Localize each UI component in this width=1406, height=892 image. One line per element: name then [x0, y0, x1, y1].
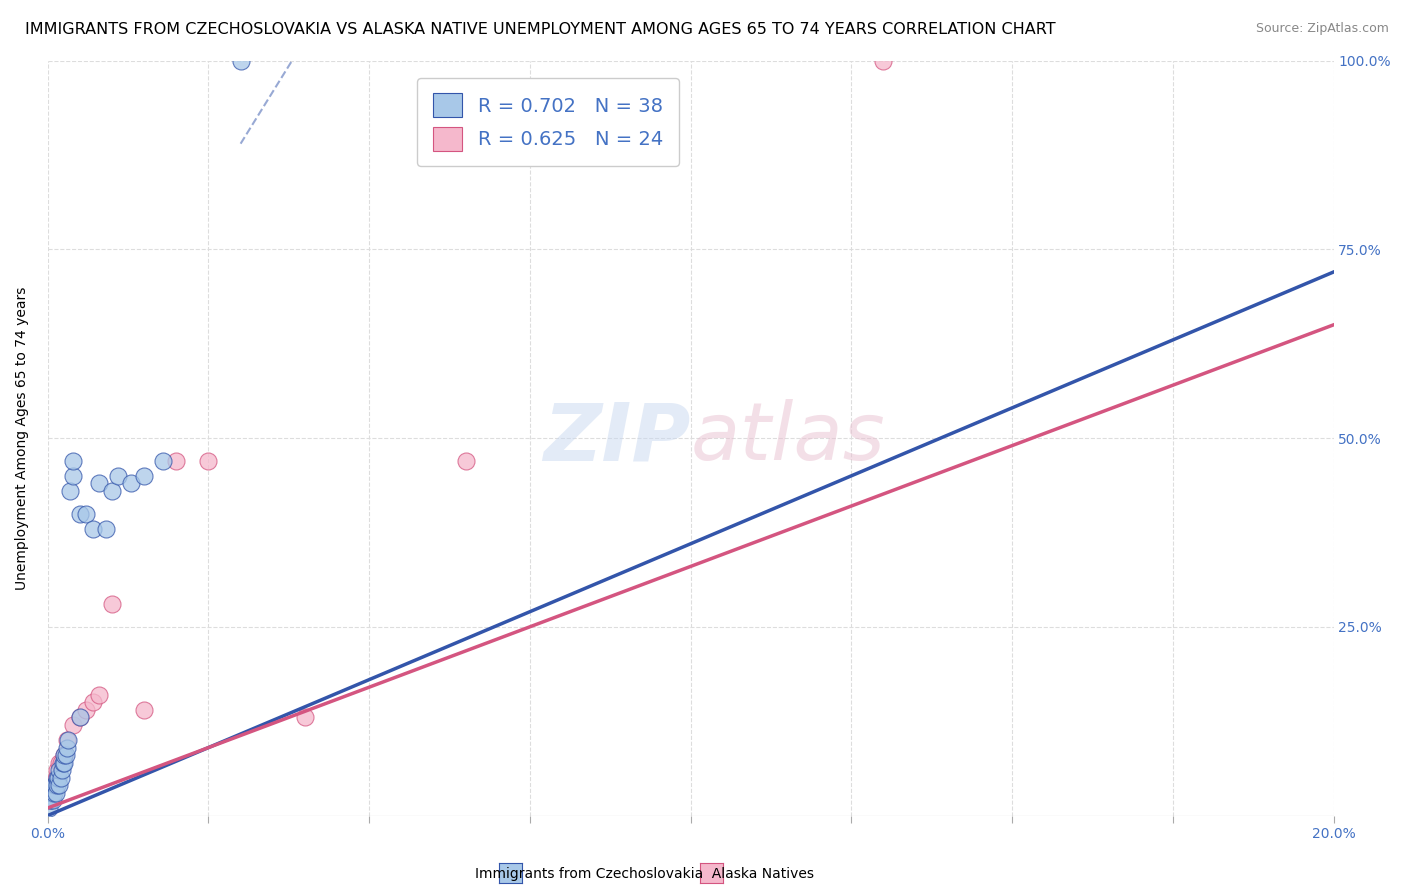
Point	[39, 793, 62, 807]
Point	[62, 454, 84, 468]
Point	[165, 454, 187, 468]
Point	[101, 483, 124, 498]
Point	[75, 703, 97, 717]
Point	[52, 756, 75, 770]
Point	[42, 778, 65, 792]
Point	[69, 710, 91, 724]
Text: Alaska Natives: Alaska Natives	[703, 867, 814, 881]
Point	[39, 793, 62, 807]
Point	[69, 710, 91, 724]
Point	[55, 748, 77, 763]
Point	[39, 793, 62, 807]
Point	[62, 468, 84, 483]
Point	[134, 468, 156, 483]
Point	[69, 507, 91, 521]
Point	[39, 786, 62, 800]
Point	[454, 454, 477, 468]
Legend: R = 0.702   N = 38, R = 0.625   N = 24: R = 0.702 N = 38, R = 0.625 N = 24	[418, 78, 679, 166]
Point	[120, 476, 142, 491]
Point	[42, 793, 65, 807]
Point	[872, 54, 894, 68]
Point	[62, 718, 84, 732]
Point	[134, 703, 156, 717]
Point	[152, 454, 174, 468]
Point	[89, 476, 111, 491]
Point	[48, 756, 70, 770]
Point	[82, 695, 104, 709]
Point	[51, 763, 73, 777]
Point	[45, 786, 67, 800]
Point	[44, 786, 66, 800]
Point	[56, 740, 79, 755]
Point	[94, 522, 117, 536]
Point	[46, 778, 69, 792]
Point	[58, 733, 80, 747]
Point	[41, 786, 63, 800]
Point	[41, 786, 63, 800]
Point	[75, 507, 97, 521]
Point	[82, 522, 104, 536]
Point	[229, 54, 252, 68]
Point	[101, 597, 124, 611]
Point	[38, 793, 60, 807]
Point	[46, 771, 69, 785]
Point	[48, 778, 70, 792]
Text: ZIP: ZIP	[543, 399, 690, 477]
Point	[49, 771, 72, 785]
Text: atlas: atlas	[690, 399, 886, 477]
Point	[59, 483, 82, 498]
Point	[42, 778, 65, 792]
Point	[51, 756, 73, 770]
Point	[45, 771, 67, 785]
Point	[44, 778, 66, 792]
Point	[49, 756, 72, 770]
Point	[89, 688, 111, 702]
Point	[38, 801, 60, 815]
Point	[197, 454, 219, 468]
Point	[46, 763, 69, 777]
Point	[44, 778, 66, 792]
Point	[52, 748, 75, 763]
Point	[41, 786, 63, 800]
Point	[45, 771, 67, 785]
Point	[56, 733, 79, 747]
Point	[53, 748, 76, 763]
Text: Source: ZipAtlas.com: Source: ZipAtlas.com	[1256, 22, 1389, 36]
Point	[107, 468, 129, 483]
Point	[48, 763, 70, 777]
Y-axis label: Unemployment Among Ages 65 to 74 years: Unemployment Among Ages 65 to 74 years	[15, 286, 30, 590]
Text: IMMIGRANTS FROM CZECHOSLOVAKIA VS ALASKA NATIVE UNEMPLOYMENT AMONG AGES 65 TO 74: IMMIGRANTS FROM CZECHOSLOVAKIA VS ALASKA…	[25, 22, 1056, 37]
Text: Immigrants from Czechoslovakia: Immigrants from Czechoslovakia	[475, 867, 703, 881]
Point	[294, 710, 316, 724]
